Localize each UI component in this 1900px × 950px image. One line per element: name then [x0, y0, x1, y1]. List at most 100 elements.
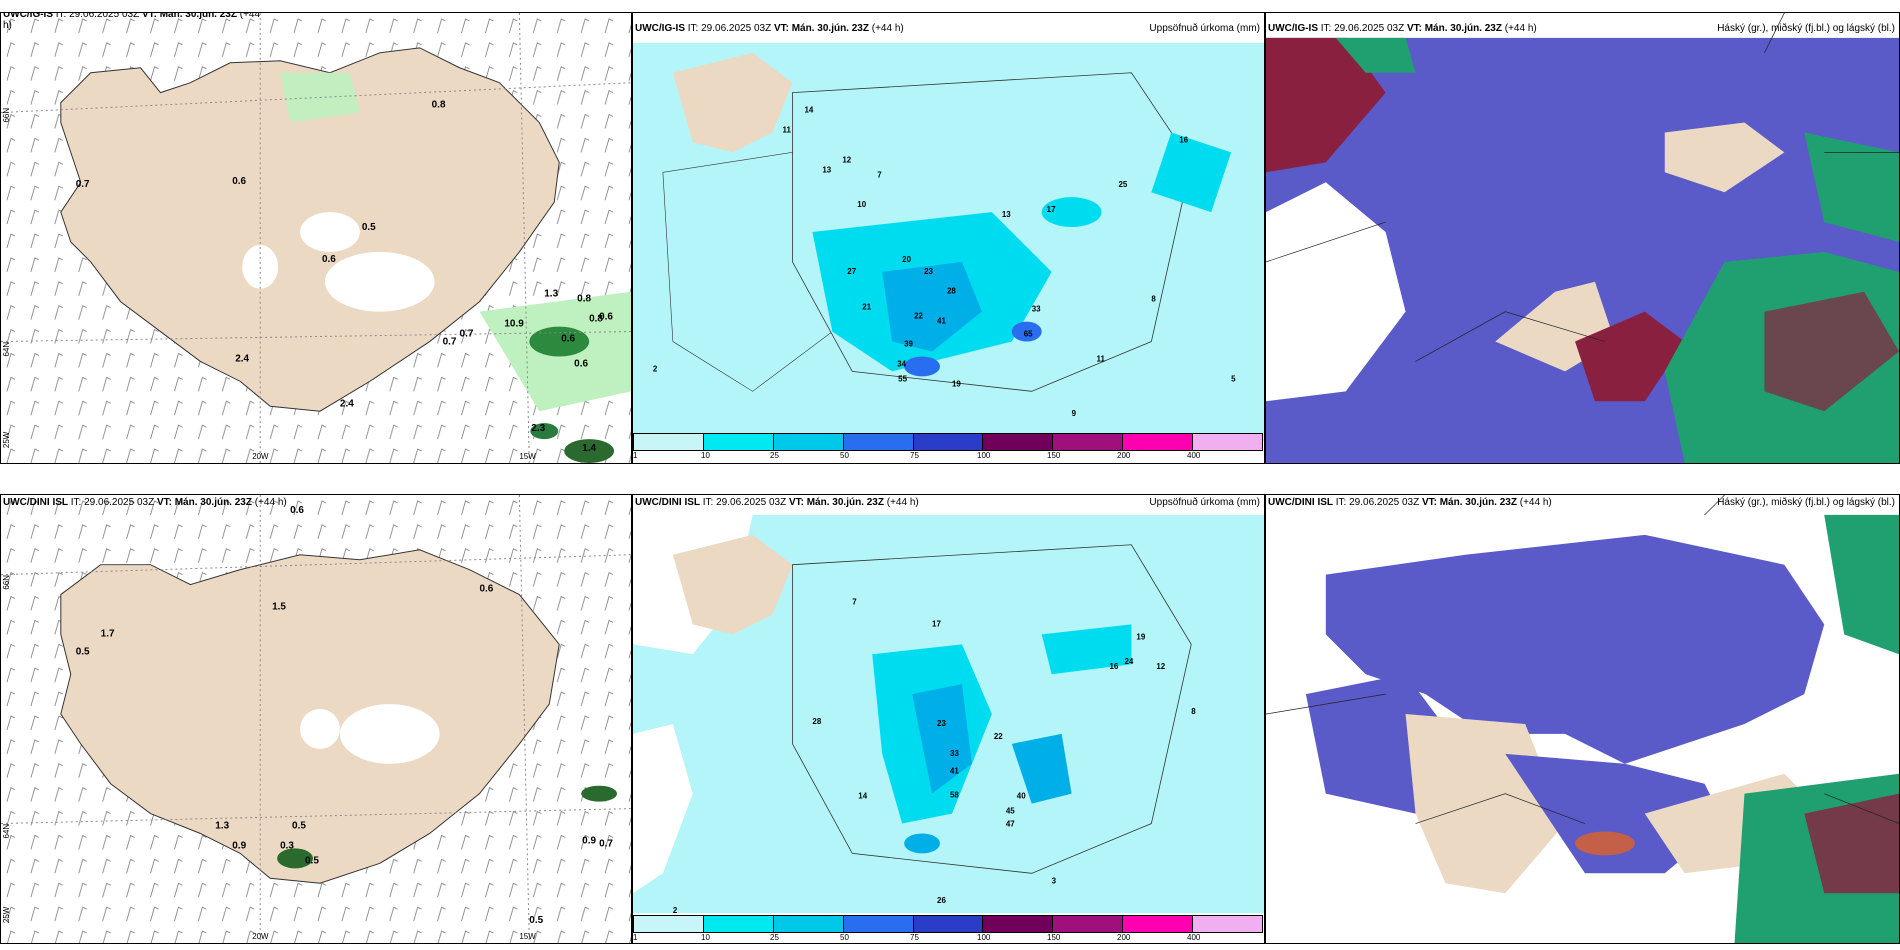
value-label: 0.9	[232, 840, 246, 851]
value-label: 1.7	[101, 628, 115, 639]
panel-subtitle: Háský (gr.), miðský (fj.bl.) og lágský (…	[1717, 23, 1895, 34]
value-label: 0.7	[599, 838, 613, 849]
map-area[interactable]	[1266, 13, 1899, 463]
colorbar-tick: 200	[1117, 933, 1131, 942]
colorbar-swatches	[633, 915, 1263, 933]
value-label: 1.3	[215, 821, 229, 832]
colorbar-swatch	[703, 916, 774, 932]
colorbar-swatch	[983, 916, 1054, 932]
colorbar-tick: 75	[910, 933, 919, 942]
lon-label-25w: 25W	[2, 431, 11, 448]
value-label: 3	[1052, 876, 1057, 885]
colorbar-swatch	[634, 916, 704, 932]
panel-dini-clouds: UWC/DINI ISL IT: 29.06.2025 03Z VT: Mán.…	[1265, 494, 1900, 944]
map-area[interactable]: 7 17 28 23 33 41 58 40 45 47 26 16 24 19…	[633, 495, 1264, 943]
value-label: 8	[1191, 707, 1196, 716]
panel-subtitle: Uppsöfnuð úrkoma (mm)	[1149, 23, 1260, 34]
lon-label-15w: 15W	[519, 452, 536, 461]
colorbar-swatch	[1053, 916, 1124, 932]
colorbar-tick: 50	[840, 451, 849, 460]
value-label: 9	[1072, 409, 1077, 418]
colorbar-swatch	[913, 916, 984, 932]
panel-ig-is-clouds: UWC/IG-IS IT: 29.06.2025 03Z VT: Mán. 30…	[1265, 12, 1900, 464]
value-label: 0.7	[76, 179, 90, 190]
value-label: 7	[852, 598, 857, 607]
value-label: 20	[902, 255, 911, 264]
value-label: 1.3	[544, 289, 558, 300]
value-label: 16	[1179, 135, 1188, 144]
value-label: 21	[862, 303, 871, 312]
colorbar-tick: 25	[770, 933, 779, 942]
value-label: 11	[783, 125, 792, 134]
value-label: 0.6	[479, 584, 493, 595]
lon-label-20w: 20W	[252, 452, 269, 461]
lon-label-25w: 25W	[2, 906, 11, 923]
lon-label-15w: 15W	[519, 932, 536, 941]
value-label: 41	[950, 767, 959, 776]
value-label: 0.6	[232, 176, 246, 187]
value-label: 0.5	[362, 222, 376, 233]
lat-label-66n: 66N	[2, 575, 11, 590]
value-label: 45	[1006, 807, 1015, 816]
value-label: 41	[937, 317, 946, 326]
panel-title: UWC/DINI ISL IT: 29.06.2025 03Z VT: Mán.…	[1268, 497, 1552, 508]
colorbar-tick: 10	[701, 451, 710, 460]
value-label: 10.9	[504, 319, 524, 330]
value-label: 0.5	[529, 915, 543, 926]
value-label: 13	[822, 165, 831, 174]
colorbar-tick: 150	[1047, 451, 1061, 460]
value-label: 0.8	[577, 294, 591, 305]
colorbar-tick: 200	[1117, 451, 1131, 460]
colorbar-tick: 1	[633, 933, 638, 942]
value-label: 14	[804, 106, 813, 115]
value-label: 2.4	[235, 353, 249, 364]
value-label: 19	[952, 379, 961, 388]
value-label: 0.5	[76, 646, 90, 657]
value-label: 23	[924, 267, 933, 276]
value-label: 22	[994, 732, 1003, 741]
value-label: 0.8	[432, 100, 446, 111]
panel-title: UWC/DINI ISL IT: 29.06.2025 03Z VT: Mán.…	[3, 497, 287, 508]
colorbar-tick: 25	[770, 451, 779, 460]
value-label: 0.6	[290, 505, 304, 516]
colorbar-swatch	[843, 434, 914, 450]
value-label: 2.4	[340, 398, 354, 409]
value-label: 1.5	[272, 601, 286, 612]
panel-dini-wind: UWC/DINI ISL IT: 29.06.2025 03Z VT: Mán.…	[0, 494, 632, 944]
value-label: 0.5	[305, 855, 319, 866]
map-area[interactable]: 0.6 1.7 0.5 1.5 1.3 0.5 0.9 0.3 0.5 0.9 …	[1, 495, 631, 943]
value-label: 34	[897, 359, 906, 368]
value-label: 0.7	[460, 329, 474, 340]
colorbar-swatch	[773, 434, 844, 450]
value-label: 40	[1017, 792, 1026, 801]
colorbar-tick: 50	[840, 933, 849, 942]
map-area[interactable]: 0.7 0.6 0.5 0.6 0.8 0.6 0.7 0.6 1.3 0.8 …	[1, 13, 631, 463]
panel-dini-precip: UWC/DINI ISL IT: 29.06.2025 03Z VT: Mán.…	[632, 494, 1265, 944]
map-area[interactable]	[1266, 495, 1899, 943]
colorbar-swatch	[1123, 434, 1194, 450]
colorbar-swatch	[983, 434, 1054, 450]
value-label: 28	[812, 717, 821, 726]
map-area[interactable]: 11 14 13 10 12 7 27 20 23 28 41 22 39 34…	[633, 13, 1264, 463]
value-label: 47	[1006, 820, 1015, 829]
value-label: 13	[1002, 210, 1011, 219]
colorbar-swatch	[703, 434, 774, 450]
colorbar-swatches	[633, 433, 1263, 451]
value-label: 7	[877, 170, 882, 179]
value-label: 39	[904, 340, 913, 349]
panel-title: UWC/IG-IS IT: 29.06.2025 03Z VT: Mán. 30…	[635, 23, 904, 34]
value-label: 0.8	[589, 314, 603, 325]
value-label: 0.9	[582, 835, 596, 846]
value-label: 23	[937, 719, 946, 728]
value-label: 0.5	[292, 821, 306, 832]
lon-label-20w: 20W	[252, 932, 269, 941]
colorbar: 1 10 25 50 75 100 150 200 400	[633, 433, 1263, 460]
lat-label-64n: 64N	[2, 342, 11, 357]
colorbar-swatch	[773, 916, 844, 932]
lat-label-64n: 64N	[2, 824, 11, 839]
value-label: 1.4	[582, 443, 596, 454]
value-label: 5	[1231, 374, 1236, 383]
value-label: 12	[842, 155, 851, 164]
colorbar-swatch	[1123, 916, 1194, 932]
value-label: 11	[1097, 354, 1106, 363]
